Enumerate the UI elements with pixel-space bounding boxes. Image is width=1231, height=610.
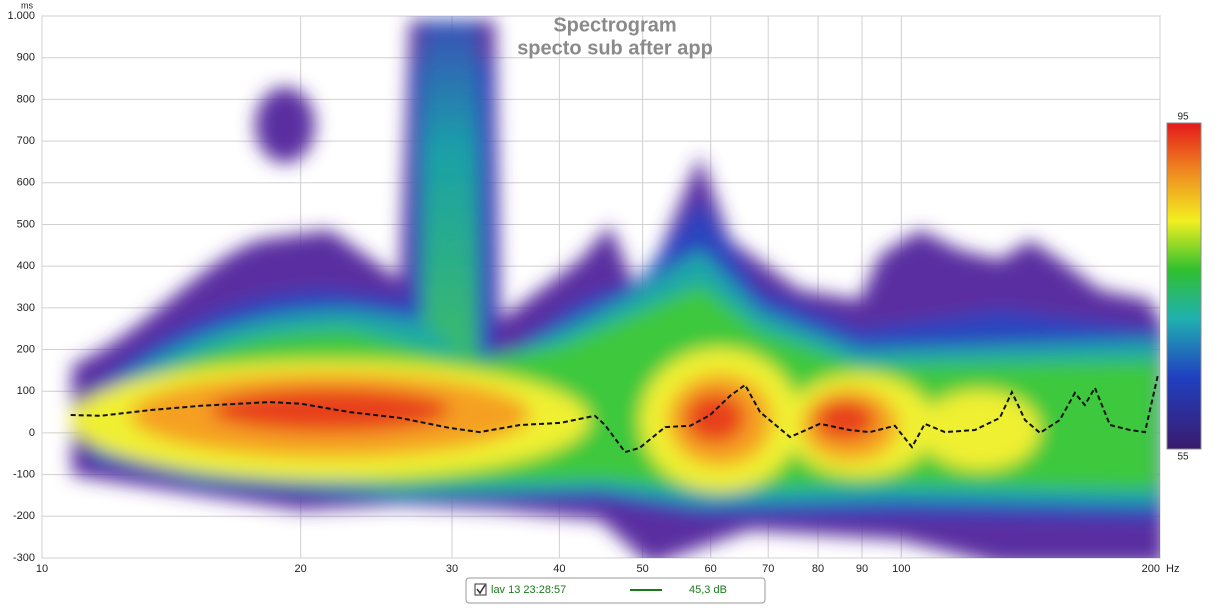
x-tick-label: 200 bbox=[1142, 563, 1160, 575]
legend-checkbox[interactable] bbox=[474, 583, 487, 596]
legend-label: lav 13 23:28:57 bbox=[491, 584, 566, 596]
y-tick-label: 100 bbox=[17, 385, 35, 397]
y-tick-label: 700 bbox=[17, 135, 35, 147]
y-tick-label: 600 bbox=[17, 177, 35, 189]
x-tick-label: 60 bbox=[705, 563, 717, 575]
colorbar-tick-label: 55 bbox=[1177, 452, 1189, 463]
x-tick-label: 50 bbox=[637, 563, 649, 575]
checkmark bbox=[476, 584, 486, 595]
x-axis-label: Hz bbox=[1166, 563, 1179, 575]
x-tick-label: 90 bbox=[856, 563, 868, 575]
x-tick-label: 40 bbox=[553, 563, 565, 575]
y-tick-label: 300 bbox=[17, 302, 35, 314]
x-tick-label: 70 bbox=[762, 563, 774, 575]
y-tick-label: 1.000 bbox=[7, 10, 35, 22]
x-tick-label: 20 bbox=[295, 563, 307, 575]
x-tick-label: 30 bbox=[446, 563, 458, 575]
legend bbox=[465, 577, 766, 604]
x-tick-label: 80 bbox=[812, 563, 824, 575]
y-tick-label: 900 bbox=[17, 52, 35, 64]
chart-title: Spectrogram bbox=[553, 14, 676, 36]
marks bbox=[70, 374, 1159, 454]
y-tick-label: -200 bbox=[13, 510, 35, 522]
y-tick-label: -100 bbox=[13, 469, 35, 481]
chart-subtitle: specto sub after app bbox=[517, 37, 713, 59]
colorbar bbox=[1166, 122, 1202, 450]
y-tick-label: 800 bbox=[17, 93, 35, 105]
colorbar-tick-label: 95 bbox=[1177, 112, 1189, 123]
y-tick-label: 400 bbox=[17, 260, 35, 272]
y-tick-label: 0 bbox=[29, 427, 35, 439]
y-tick-label: 500 bbox=[17, 218, 35, 230]
x-tick-label: 100 bbox=[892, 563, 910, 575]
y-tick-label: -300 bbox=[13, 552, 35, 564]
peak-line bbox=[70, 374, 1159, 454]
x-tick-label: 10 bbox=[36, 563, 48, 575]
y-tick-label: 200 bbox=[17, 343, 35, 355]
spectrogram bbox=[70, 20, 1160, 558]
legend-readout: 45,3 dB bbox=[689, 584, 727, 596]
y-axis-label: ms bbox=[21, 0, 33, 10]
